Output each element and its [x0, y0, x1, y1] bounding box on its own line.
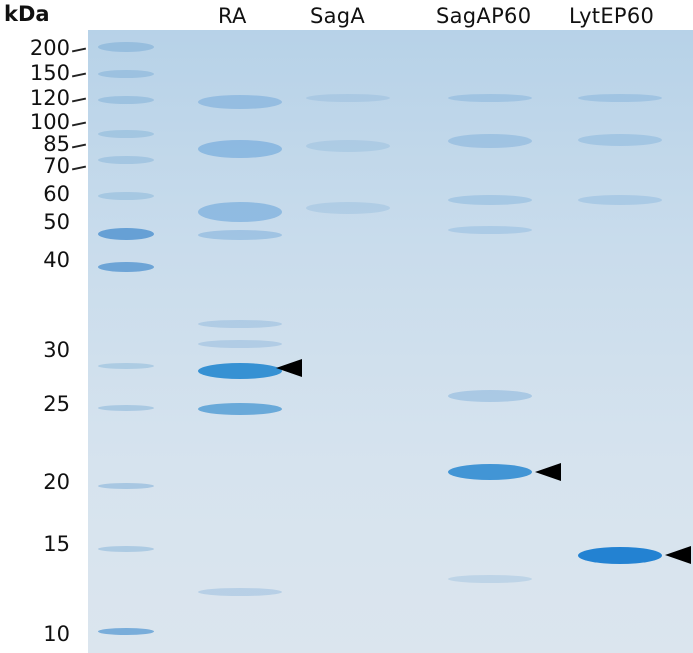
lane-label-ra: RA [218, 4, 247, 28]
protein-band [448, 575, 532, 583]
protein-band [448, 390, 532, 402]
unit-label: kDa [4, 2, 50, 26]
ladder-band [98, 42, 154, 52]
protein-band [448, 134, 532, 148]
marker-label: 10 [43, 622, 70, 646]
ladder-band [98, 192, 154, 200]
target-band-sagap60 [448, 464, 532, 480]
arrowhead-icon [665, 546, 691, 564]
ladder-band [98, 483, 154, 489]
ladder-band [98, 156, 154, 164]
target-band-ra [198, 363, 282, 379]
ladder-band [98, 628, 154, 635]
marker-label: 120 [29, 86, 70, 110]
marker-label: 100 [29, 110, 70, 134]
marker-tick [71, 121, 87, 127]
protein-band [578, 195, 662, 205]
marker-tick [71, 72, 87, 78]
marker-label: 30 [43, 338, 70, 362]
protein-band [448, 226, 532, 234]
marker-label: 60 [43, 182, 70, 206]
lane-saga [306, 30, 390, 653]
arrowhead-icon [276, 359, 302, 377]
lane-label-lytep60: LytEP60 [569, 4, 655, 28]
ladder-band [98, 70, 154, 78]
ladder-band [98, 228, 154, 240]
ladder-band [98, 363, 154, 369]
marker-label: 50 [43, 210, 70, 234]
protein-band [198, 588, 282, 596]
protein-band [448, 94, 532, 102]
ladder-lane [98, 30, 154, 653]
protein-band [198, 95, 282, 109]
lane-ra [198, 30, 282, 653]
lane-lytep60 [578, 30, 662, 653]
marker-label: 70 [43, 154, 70, 178]
arrowhead-icon [535, 463, 561, 481]
protein-band [198, 140, 282, 158]
protein-band [306, 94, 390, 102]
protein-band [578, 134, 662, 146]
protein-band [448, 195, 532, 205]
marker-label: 150 [29, 61, 70, 85]
marker-tick [71, 97, 87, 103]
marker-tick [71, 47, 87, 53]
ladder-band [98, 405, 154, 411]
gel-image [88, 30, 693, 653]
target-band-lytep60 [578, 547, 662, 564]
protein-band [578, 94, 662, 102]
marker-label: 200 [29, 36, 70, 60]
marker-label: 15 [43, 532, 70, 556]
marker-label: 25 [43, 392, 70, 416]
ladder-band [98, 546, 154, 552]
lane-sagap60 [448, 30, 532, 653]
protein-band [198, 202, 282, 222]
ladder-band [98, 130, 154, 138]
protein-band [198, 320, 282, 328]
ladder-band [98, 96, 154, 104]
lane-label-saga: SagA [310, 4, 366, 28]
marker-tick [71, 143, 87, 149]
protein-band [198, 230, 282, 240]
protein-band [306, 140, 390, 152]
lane-label-sagap60: SagAP60 [436, 4, 532, 28]
marker-tick [71, 165, 87, 171]
protein-band [306, 202, 390, 214]
ladder-band [98, 262, 154, 272]
marker-label: 85 [43, 132, 70, 156]
marker-label: 40 [43, 248, 70, 272]
marker-label: 20 [43, 470, 70, 494]
protein-band [198, 340, 282, 348]
protein-band [198, 403, 282, 415]
